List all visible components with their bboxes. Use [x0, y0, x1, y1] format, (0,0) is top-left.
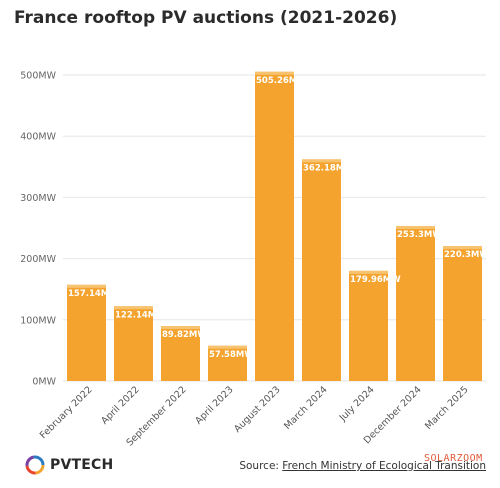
x-tick-label: April 2022: [99, 384, 141, 426]
bars: [67, 71, 482, 381]
y-tick-label: 200MW: [20, 254, 56, 265]
data-label: 362.18MW: [303, 163, 354, 173]
bar-top: [161, 326, 200, 330]
bar: [161, 326, 200, 381]
data-label: 57.58MW: [209, 350, 254, 360]
bar: [396, 225, 435, 381]
bar: [255, 71, 294, 381]
bar-top: [255, 71, 294, 75]
bar-top: [114, 306, 153, 310]
bar: [443, 246, 482, 381]
x-tick-label: August 2023: [232, 384, 283, 435]
bar-top: [349, 270, 388, 274]
data-label: 253.3MW: [397, 230, 442, 240]
y-tick-label: 300MW: [20, 193, 56, 204]
bar: [67, 284, 106, 381]
bar-top: [443, 246, 482, 250]
x-tick-label: July 2024: [337, 384, 377, 424]
x-tick-label: March 2025: [423, 384, 470, 431]
bar-top: [396, 225, 435, 229]
y-axis-tick-labels: 0MW 100MW 200MW 300MW 400MW 500MW: [20, 71, 56, 388]
bar: [208, 345, 247, 381]
bar: [349, 270, 388, 381]
data-label: 122.14MW: [115, 310, 166, 320]
data-label: 505.26MW: [256, 76, 307, 86]
y-tick-label: 0MW: [32, 377, 56, 388]
bar: [114, 306, 153, 381]
pvtech-logo: PVTECH: [24, 454, 113, 476]
logo-text: PVTECH: [50, 457, 114, 473]
bar-top: [208, 345, 247, 349]
pvtech-logo-icon: [25, 455, 45, 475]
data-label: 89.82MW: [162, 330, 207, 340]
data-label: 220.3MW: [444, 250, 489, 260]
bar-top: [302, 159, 341, 163]
source-note: Source: French Ministry of Ecological Tr…: [239, 460, 486, 472]
x-tick-label: April 2023: [193, 384, 235, 426]
bar: [302, 159, 341, 381]
chart-title: France rooftop PV auctions (2021-2026): [14, 8, 398, 28]
x-tick-label: March 2024: [282, 384, 329, 431]
data-label: 179.96MW: [350, 275, 401, 285]
x-tick-label: February 2022: [38, 384, 95, 441]
data-label: 157.14MW: [68, 289, 119, 299]
watermark: SOLARZOOM: [424, 453, 483, 464]
y-tick-label: 500MW: [20, 71, 56, 82]
y-tick-label: 100MW: [20, 315, 56, 326]
source-link[interactable]: French Ministry of Ecological Transition: [282, 460, 486, 472]
bar-top: [67, 284, 106, 288]
y-tick-label: 400MW: [20, 132, 56, 143]
source-prefix: Source:: [239, 460, 283, 472]
